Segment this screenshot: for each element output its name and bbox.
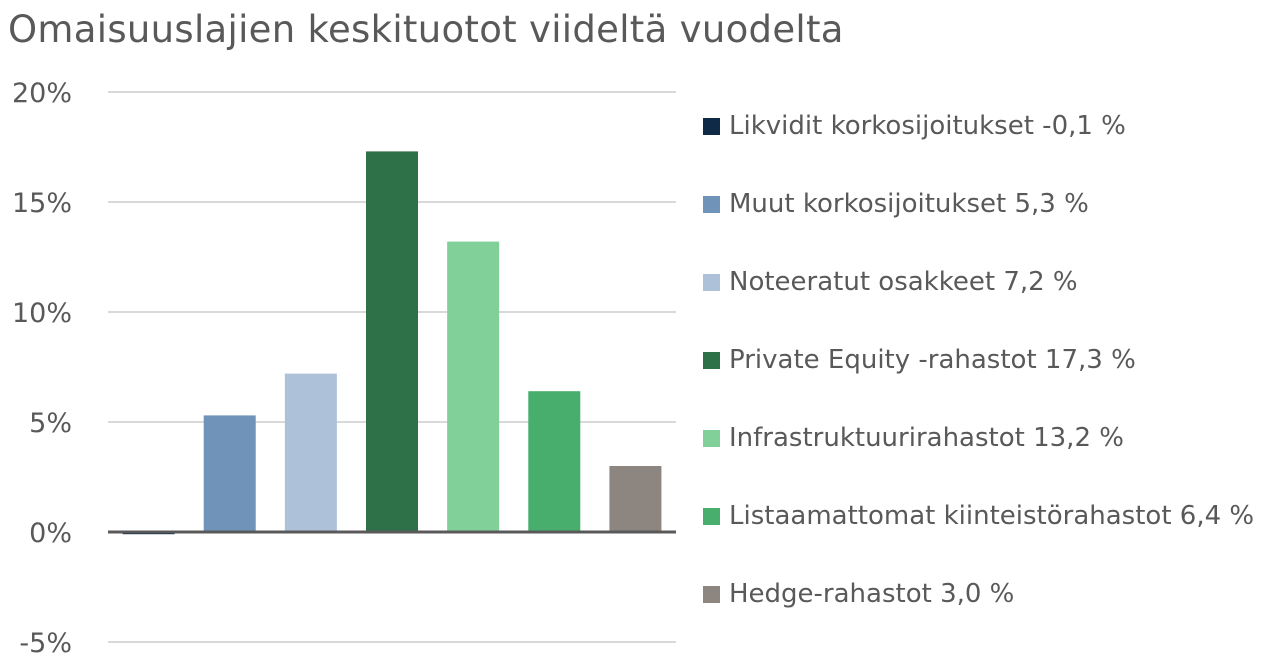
bar	[447, 241, 500, 532]
bar-chart: -5% 0% 5% 10% 15% 20%	[12, 78, 676, 659]
legend-label: Noteeratut osakkeet 7,2 %	[729, 267, 1078, 297]
legend-item: Hedge-rahastot 3,0 %	[703, 574, 1014, 614]
bar	[366, 151, 418, 532]
legend-label: Private Equity -rahastot 17,3 %	[729, 345, 1136, 375]
legend-item: Infrastruktuurirahastot 13,2 %	[703, 418, 1124, 458]
legend-label: Likvidit korkosijoitukset -0,1 %	[729, 111, 1126, 141]
legend-swatch	[703, 273, 720, 291]
legend-label: Listaamattomat kiinteistörahastot 6,4 %	[729, 501, 1255, 531]
y-axis-tick-labels: -5% 0% 5% 10% 15% 20%	[12, 78, 72, 659]
y-tick-label: 5%	[29, 408, 72, 439]
legend-item: Noteeratut osakkeet 7,2 %	[703, 262, 1078, 302]
bar	[203, 415, 256, 532]
legend-label: Infrastruktuurirahastot 13,2 %	[729, 423, 1124, 453]
legend-swatch	[703, 585, 720, 603]
legend-swatch	[703, 351, 720, 369]
bars	[122, 151, 662, 535]
legend-item: Listaamattomat kiinteistörahastot 6,4 %	[703, 496, 1254, 536]
bar	[284, 373, 337, 532]
legend-swatch	[703, 429, 720, 447]
bar	[609, 466, 662, 532]
chart-title: Omaisuuslajien keskituotot viideltä vuod…	[8, 8, 844, 51]
y-tick-label: 10%	[12, 298, 72, 329]
legend-swatch	[703, 507, 720, 525]
legend-label: Hedge-rahastot 3,0 %	[729, 579, 1015, 609]
legend-swatch	[703, 195, 720, 213]
y-tick-label: 20%	[12, 78, 72, 109]
y-tick-label: 0%	[29, 518, 72, 549]
y-tick-label: 15%	[12, 188, 72, 219]
bar	[528, 391, 581, 532]
y-tick-label: -5%	[19, 628, 72, 659]
legend-swatch	[703, 117, 720, 135]
legend-item: Muut korkosijoitukset 5,3 %	[703, 184, 1089, 224]
legend-item: Private Equity -rahastot 17,3 %	[703, 340, 1136, 380]
legend-item: Likvidit korkosijoitukset -0,1 %	[703, 106, 1126, 146]
legend-label: Muut korkosijoitukset 5,3 %	[729, 189, 1089, 219]
